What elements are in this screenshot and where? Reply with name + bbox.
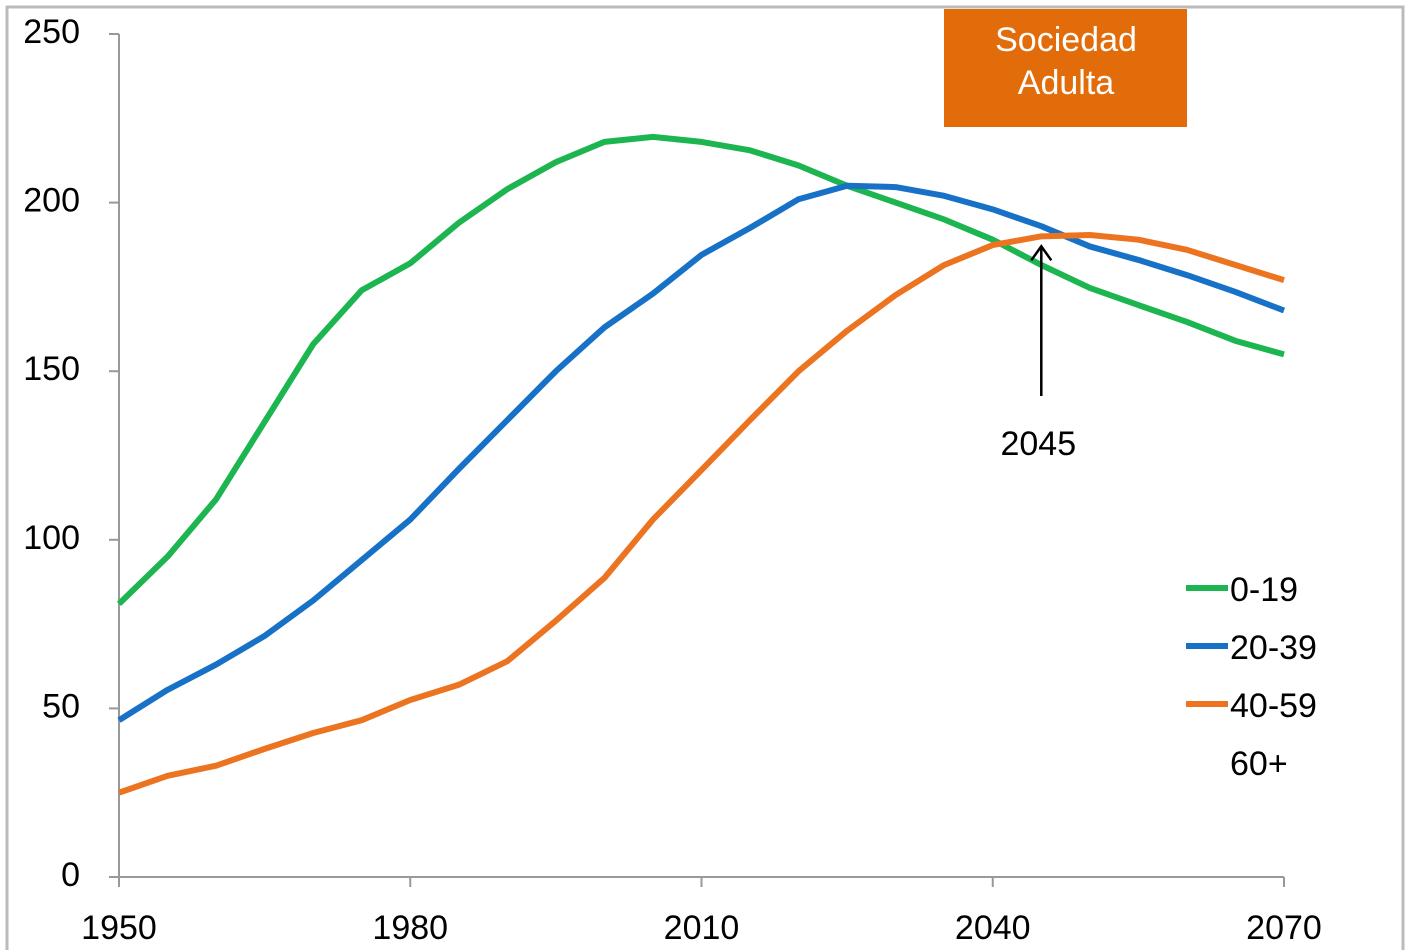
series-line (116, 133, 1285, 607)
annotation-box (944, 9, 1187, 127)
chart-frame (5, 5, 1405, 950)
x-tick-label: 2010 (664, 909, 740, 947)
annotation-text: Adulta (1018, 64, 1114, 102)
y-tick-label: 0 (61, 856, 80, 894)
y-tick-label: 100 (23, 519, 80, 557)
series-line (117, 182, 1286, 723)
x-tick-label: 2040 (955, 909, 1031, 947)
series-line (118, 231, 1285, 796)
y-tick-label: 150 (23, 350, 80, 388)
y-tick-label: 50 (42, 687, 80, 725)
legend-label: 40-59 (1230, 687, 1317, 725)
annotation-arrowhead (1030, 244, 1053, 262)
y-tick-label: 250 (23, 13, 80, 51)
x-tick-label: 1980 (372, 909, 448, 947)
annotation-text: Sociedad (995, 21, 1137, 59)
x-tick-label: 1950 (81, 909, 157, 947)
legend-label: 0-19 (1230, 571, 1298, 609)
legend-label: 60+ (1230, 745, 1288, 783)
annotation-label: 2045 (1000, 425, 1076, 463)
y-tick-label: 200 (23, 182, 80, 220)
x-tick-label: 2070 (1246, 909, 1322, 947)
legend-label: 20-39 (1230, 629, 1317, 667)
